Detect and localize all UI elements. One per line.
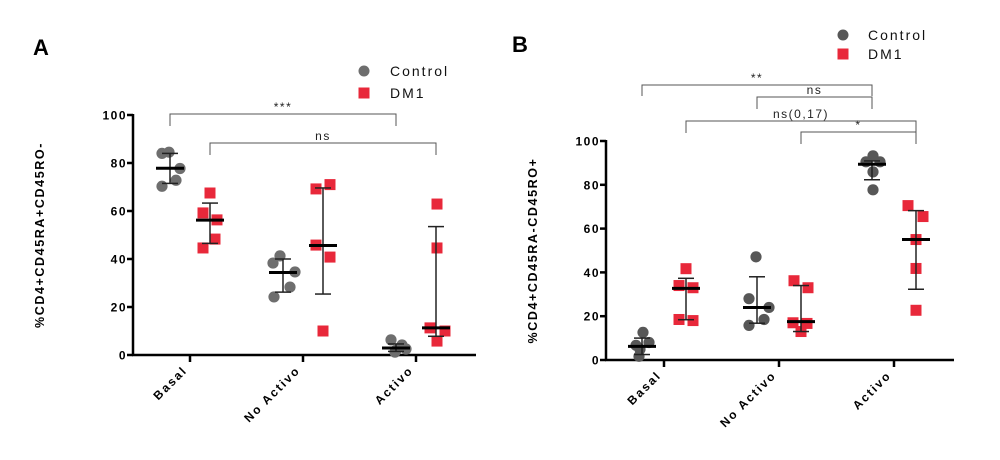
x-tick-label: Basal (151, 363, 191, 403)
significance-label: *** (274, 100, 293, 114)
y-tick-label: 0 (592, 354, 600, 368)
data-point-control (268, 291, 280, 303)
y-axis-label: %CD4+CD45RA+CD45RO- (33, 142, 47, 328)
data-point-control (743, 319, 755, 331)
x-tick-label: Activo (372, 363, 416, 407)
data-point-dm1 (902, 200, 914, 212)
series-dm1 (672, 200, 930, 338)
data-point-control (743, 293, 755, 305)
series-dm1 (196, 179, 451, 347)
y-tick-label: 100 (102, 109, 127, 123)
significance-label: ns (807, 83, 823, 97)
panel-b: B 0 20 40 60 80 100 %CD4+CD45RA-CD45RO+ Basal No… (512, 27, 954, 430)
x-tick-label: Basal (625, 368, 665, 408)
y-tick-label: 40 (111, 253, 127, 267)
y-tick-label: 60 (584, 222, 600, 236)
legend-label-control: Control (390, 63, 449, 79)
data-point-dm1 (324, 251, 336, 263)
data-point-control (156, 180, 168, 192)
data-point-control (637, 326, 649, 339)
y-tick-label: 80 (111, 157, 127, 171)
legend-label-dm1: DM1 (390, 85, 426, 101)
data-point-dm1 (439, 325, 451, 337)
data-point-dm1 (431, 198, 443, 210)
data-point-dm1 (680, 263, 692, 275)
legend-marker-control (837, 29, 849, 41)
data-point-control (633, 350, 645, 362)
panel-b-letter: B (512, 32, 528, 57)
y-tick-label: 60 (111, 205, 127, 219)
data-point-control (750, 251, 762, 263)
data-point-control (267, 257, 279, 269)
data-point-control (385, 334, 397, 346)
data-point-dm1 (197, 242, 209, 254)
y-tick-label: 100 (575, 135, 600, 149)
data-point-dm1 (687, 315, 699, 327)
data-point-dm1 (324, 179, 336, 191)
series-control (156, 146, 412, 358)
y-tick-label: 20 (584, 310, 600, 324)
data-point-dm1 (788, 275, 800, 287)
significance-bracket (169, 113, 397, 126)
legend-label-control: Control (868, 27, 927, 43)
significance-bracket (641, 84, 873, 96)
data-point-control (284, 281, 296, 293)
data-point-dm1 (801, 317, 813, 329)
data-point-control (170, 174, 182, 186)
legend-marker-dm1 (358, 87, 370, 99)
legend-label-dm1: DM1 (868, 46, 904, 62)
legend: Control DM1 (837, 27, 927, 62)
data-point-control (867, 166, 879, 178)
x-tick-label: Activo (850, 368, 894, 412)
data-point-dm1 (204, 187, 216, 199)
y-tick-label: 80 (584, 178, 600, 192)
significance-bracket (756, 96, 873, 109)
significance-label: * (855, 118, 861, 132)
significance-bracket (800, 131, 917, 144)
y-tick-label: 0 (119, 349, 127, 363)
significance-bracket (685, 120, 917, 133)
significance-label: ns(0,17) (773, 107, 829, 121)
series-control (628, 150, 886, 362)
data-point-control (860, 156, 872, 168)
significance-bracket (209, 142, 437, 155)
panel-a-letter: A (33, 35, 49, 60)
x-tick-label: No Activo (717, 368, 779, 430)
y-tick-label: 40 (584, 266, 600, 280)
data-point-dm1 (917, 211, 929, 223)
data-point-control (163, 146, 175, 158)
legend: Control DM1 (358, 63, 449, 101)
data-point-control (867, 184, 879, 196)
data-point-dm1 (431, 242, 443, 254)
data-point-control (874, 156, 886, 168)
significance-label: ns (315, 129, 331, 143)
data-point-dm1 (673, 280, 685, 292)
legend-marker-control (358, 65, 370, 77)
panel-a: A 0 20 40 60 80 100 %CD4+CD45RA+CD45RO- Basal No… (33, 35, 476, 425)
x-tick-label: No Activo (241, 363, 303, 425)
data-point-control (758, 313, 770, 326)
y-tick-label: 20 (111, 301, 127, 315)
data-point-dm1 (317, 325, 329, 337)
data-point-dm1 (209, 233, 221, 245)
data-point-dm1 (310, 183, 322, 195)
legend-marker-dm1 (837, 48, 849, 60)
data-point-dm1 (910, 304, 922, 316)
data-point-dm1 (802, 282, 814, 294)
y-axis-label: %CD4+CD45RA-CD45RO+ (526, 157, 540, 343)
data-point-dm1 (431, 335, 443, 347)
significance-label: ** (751, 71, 763, 85)
data-point-dm1 (197, 207, 209, 219)
